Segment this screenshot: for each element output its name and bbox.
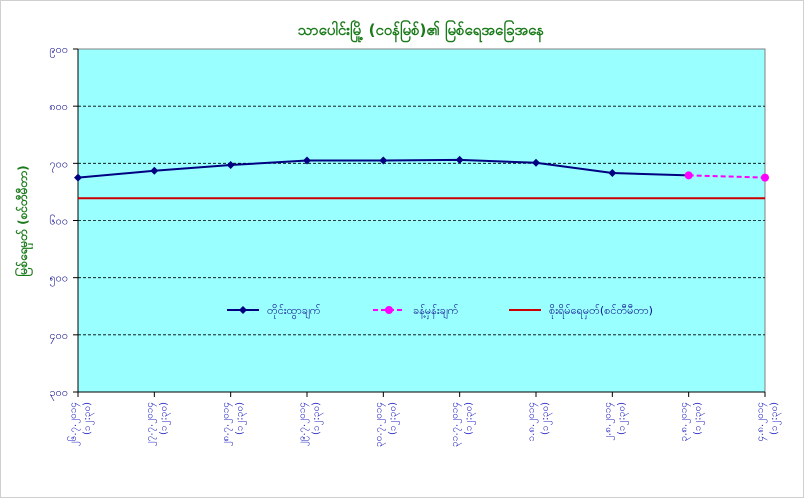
data-point [226,161,235,170]
x-tick-time: (၁၂:၃၀) [464,402,477,435]
data-point [684,171,693,180]
x-tick-label: ၂၉.၇.၂၀၁၄ (၁၂:၃၀) [297,402,324,446]
y-tick-label: ၆၀၀ [49,215,68,228]
data-point [532,158,540,167]
gridlines [78,105,765,336]
data-point [379,156,388,165]
x-tick-date: ၃၁.၇.၂၀၁၄ [450,402,463,447]
x-tick-label: ၂၇.၇.၂၀၁၄ (၁၂:၃၀) [144,402,171,446]
x-tick-time: (၁၂:၃၀) [82,402,95,435]
y-tick-label: ၃၀၀ [49,386,68,401]
x-tick-time: (၁၂:၃၀) [693,402,706,435]
data-point [74,173,82,182]
x-tick-label: ၃၀.၇.၂၀၁၄ (၁၂:၃၀) [373,402,400,447]
series-lines [74,155,769,200]
legend: တိုင်းထွာချက် ခန့်မှန်းချက် စိုးရိမ်ရေမှတ်… [227,304,653,319]
x-tick-time: (၁၂:၃၀) [540,402,553,435]
data-point [303,156,311,165]
y-tick-label: ၉၀၀ [49,43,68,58]
legend-marker [239,306,247,314]
x-tick-date: ၂၈.၇.၂၀၁၄ [221,402,234,446]
x-tick-label: ၃.၈.၂၀၁၄ (၁၂:၃၀) [679,402,706,442]
legend-item-1: ခန့်မှန်းချက် [373,304,459,319]
y-tick-label: ၅၀၀ [49,272,68,287]
legend-marker [385,306,393,314]
series-0 [74,155,693,182]
x-tick-time: (၁၂:၃၀) [235,402,248,435]
x-tick-time: (၁၂:၃၀) [158,402,171,435]
x-tick-date: ၂၉.၇.၂၀၁၄ [297,402,310,446]
x-tick-time: (၁၂:၃၀) [769,402,782,435]
x-tick-labels: ၂၆.၇.၂၀၁၄ (၁၂:၃၀) ၂၇.၇.၂၀၁၄ (၁၂:၃၀) ၂၈.၇.၂၀၁… [66,402,782,447]
data-point [150,166,159,175]
x-tick-date: ၂၇.၇.၂၀၁၄ [144,402,157,446]
x-tick-date: ၂၆.၇.၂၀၁၄ [66,402,81,446]
x-tick-time: (၁၂:၃၀) [311,402,324,435]
legend-label: ခန့်မှန်းချက် [413,304,459,319]
x-tick-label: ၂၈.၇.၂၀၁၄ (၁၂:၃၀) [221,402,248,446]
data-point [761,173,769,182]
y-axis-label: မြစ်ရေမှတ် (စင်တီမီတာ) [13,165,34,276]
x-tick-label: ၂၆.၇.၂၀၁၄ (၁၂:၃၀) [66,402,95,446]
x-tick-label: ၂.၈.၂၀၁၄ (၁၂:၃၀) [602,402,629,441]
plot-area [77,48,766,393]
x-tick-date: ၂.၈.၂၀၁၄ [602,402,615,441]
data-point [608,169,617,178]
x-tick-label: ၄.၈.၂၀၁၄ (၁၂:၃၀) [755,402,782,442]
x-tick-date: ၃.၈.၂၀၁၄ [679,402,692,441]
y-tick-label: ၇၀၀ [49,157,68,172]
y-tick-label: ၄၀၀ [49,329,68,344]
legend-label: တိုင်းထွာချက် [267,304,321,319]
x-tick-time: (၁၂:၃၀) [387,402,400,435]
series-1 [684,171,769,182]
legend-item-2: စိုးရိမ်ရေမှတ်(စင်တီမီတာ) [509,304,653,319]
x-tick-date: ၄.၈.၂၀၁၄ [755,402,768,441]
chart-title: သာပေါင်းမြို့ (ငဝန်မြစ်)၏ မြစ်ရေအခြေအနေ [298,19,544,43]
x-tick-label: ၁.၈.၂၀၁၄ (၁၂:၃၀) [526,402,553,442]
y-tick-label: ၈၀၀ [49,100,68,113]
axes [73,48,766,397]
x-tick-time: (၁၂:၃၀) [616,402,629,435]
legend-label: စိုးရိမ်ရေမှတ်(စင်တီမီတာ) [549,304,653,319]
data-point [455,155,464,164]
series-line [688,174,766,179]
x-tick-label: ၃၁.၇.၂၀၁၄ (၁၂:၃၀) [450,402,477,447]
legend-item-0: တိုင်းထွာချက် [227,304,321,319]
x-tick-date: ၃၀.၇.၂၀၁၄ [373,402,386,447]
x-tick-date: ၁.၈.၂၀၁၄ [526,402,539,441]
